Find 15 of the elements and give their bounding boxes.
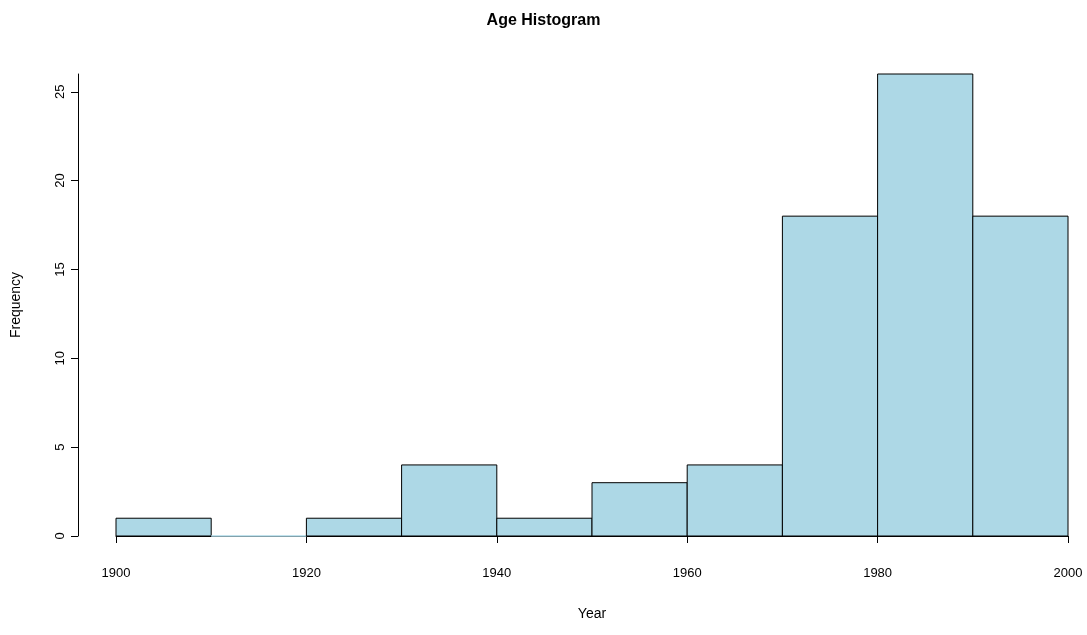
y-tick-label: 20: [52, 173, 67, 188]
y-tick-label: 15: [52, 262, 67, 277]
y-axis-title: Frequency: [7, 271, 23, 339]
x-tick-label: 1960: [672, 565, 702, 580]
chart-title: Age Histogram: [486, 10, 601, 28]
x-tick-label: 1900: [101, 565, 131, 580]
x-tick-label: 1920: [291, 565, 321, 580]
x-tick-label: 1940: [482, 565, 512, 580]
x-tick-label: 2000: [1053, 565, 1083, 580]
y-tick-label: 5: [52, 443, 67, 451]
y-tick-label: 10: [52, 351, 67, 366]
x-axis-title: Year: [577, 605, 607, 621]
y-tick-label: 25: [52, 84, 67, 99]
y-tick-label: 0: [52, 532, 67, 540]
x-tick-label: 1980: [863, 565, 893, 580]
